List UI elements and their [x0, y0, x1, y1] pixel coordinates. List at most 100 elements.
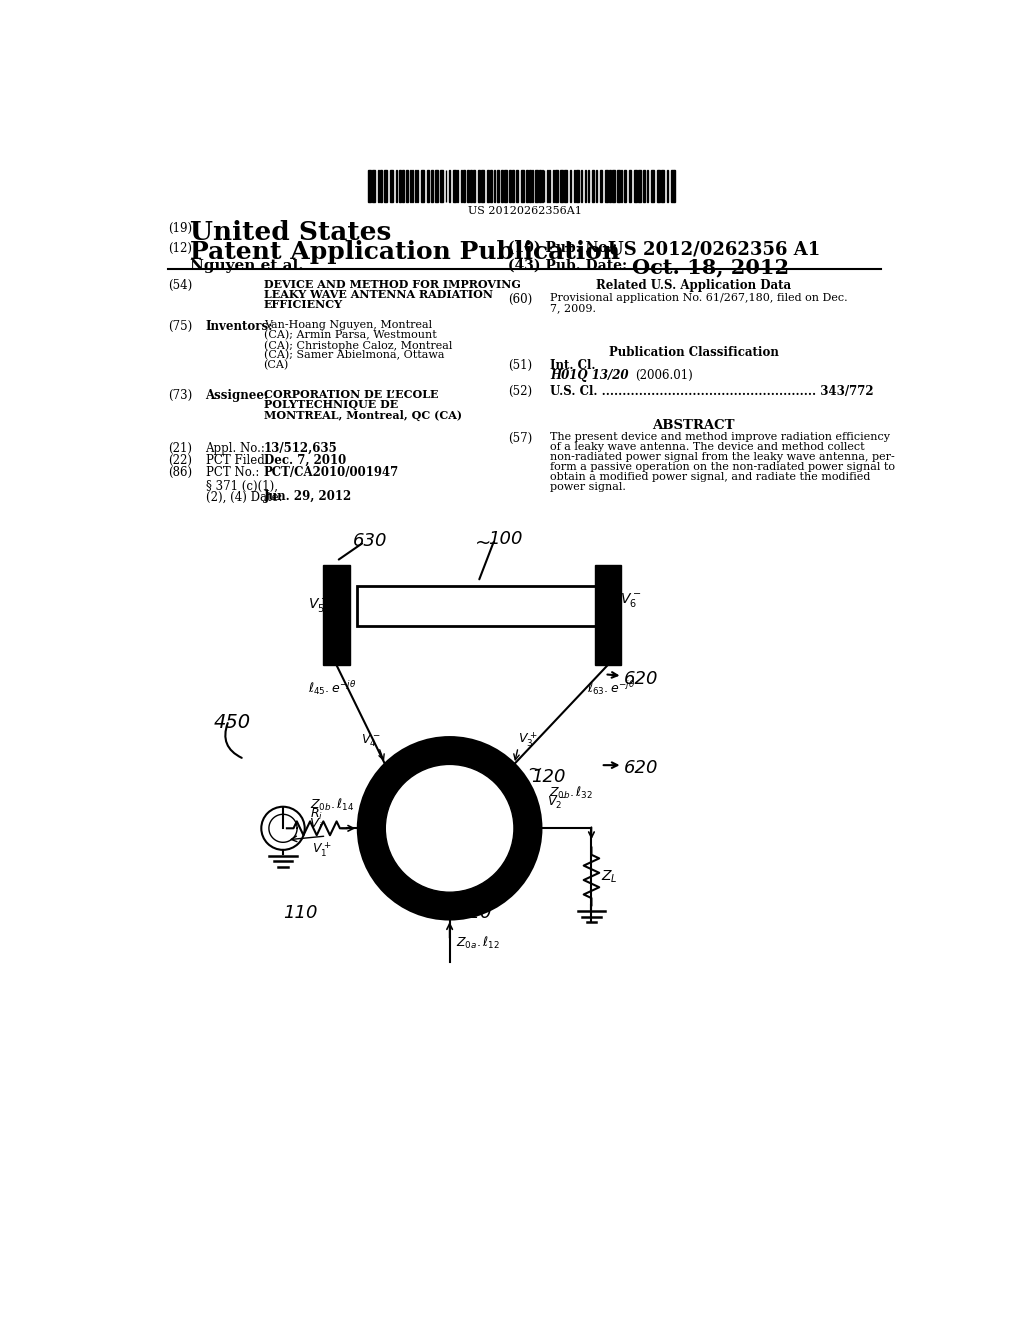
Text: $V_1^+$: $V_1^+$ — [312, 840, 332, 858]
Bar — [630, 170, 631, 202]
Bar — [372, 170, 375, 202]
Bar — [521, 170, 523, 202]
Text: $Z_L$: $Z_L$ — [601, 869, 617, 884]
Bar — [489, 170, 492, 202]
Bar — [504, 170, 507, 202]
Text: $V_4^-$: $V_4^-$ — [361, 733, 381, 748]
Text: (12): (12) — [168, 242, 193, 255]
Text: Appl. No.:: Appl. No.: — [206, 442, 265, 455]
Text: $Z_{0a}. \ell_{12}$: $Z_{0a}. \ell_{12}$ — [456, 935, 500, 950]
Text: PCT/CA2010/001947: PCT/CA2010/001947 — [263, 466, 399, 479]
Text: 110: 110 — [283, 904, 317, 921]
Text: Related U.S. Application Data: Related U.S. Application Data — [596, 280, 792, 292]
Bar — [421, 170, 424, 202]
Text: US 20120262356A1: US 20120262356A1 — [468, 206, 582, 216]
Text: ABSTRACT: ABSTRACT — [652, 418, 735, 432]
Bar — [638, 170, 641, 202]
Text: (43) Pub. Date:: (43) Pub. Date: — [508, 259, 627, 272]
Text: Inventors:: Inventors: — [206, 321, 273, 333]
Text: ~: ~ — [474, 533, 490, 552]
Text: EFFICIENCY: EFFICIENCY — [263, 300, 343, 310]
Bar — [461, 170, 463, 202]
Text: obtain a modified power signal, and radiate the modified: obtain a modified power signal, and radi… — [550, 471, 870, 482]
Bar — [592, 170, 594, 202]
Bar — [577, 170, 580, 202]
Bar — [512, 170, 514, 202]
Text: (57): (57) — [508, 432, 532, 445]
Bar — [481, 170, 484, 202]
Bar — [643, 170, 645, 202]
Text: PCT No.:: PCT No.: — [206, 466, 259, 479]
Bar — [440, 170, 442, 202]
Text: Nguyen et al.: Nguyen et al. — [190, 259, 304, 272]
Text: (10) Pub. No.:: (10) Pub. No.: — [508, 240, 617, 255]
Bar — [369, 170, 371, 202]
Text: 4: $\Sigma$: 4: $\Sigma$ — [404, 808, 430, 821]
Text: LEAKY WAVE ANTENNA RADIATION: LEAKY WAVE ANTENNA RADIATION — [263, 289, 493, 301]
Text: $Z_{0b}. \ell_{14}$: $Z_{0b}. \ell_{14}$ — [310, 797, 354, 813]
Text: 5: 5 — [338, 599, 346, 612]
Text: Dec. 7, 2010: Dec. 7, 2010 — [263, 454, 346, 467]
Text: H01Q 13/20: H01Q 13/20 — [550, 370, 629, 383]
Bar — [402, 170, 404, 202]
Text: 1: i: 1: i — [407, 836, 427, 849]
Text: 6: 6 — [609, 599, 617, 612]
Text: MONTREAL, Montreal, QC (CA): MONTREAL, Montreal, QC (CA) — [263, 409, 462, 421]
Text: LWA:$\gamma = \alpha - j\beta$, $\eta_0$. $e^{-j\phi}$: LWA:$\gamma = \alpha - j\beta$, $\eta_0$… — [362, 595, 526, 616]
Bar — [617, 170, 620, 202]
Bar — [662, 170, 665, 202]
Text: Jun. 29, 2012: Jun. 29, 2012 — [263, 490, 352, 503]
Text: form a passive operation on the non-radiated power signal to: form a passive operation on the non-radi… — [550, 462, 895, 471]
Text: CORPORATION DE L’ECOLE: CORPORATION DE L’ECOLE — [263, 389, 438, 400]
Text: Publication Classification: Publication Classification — [609, 346, 778, 359]
Bar — [612, 170, 615, 202]
Text: 2: $\Delta$: 2: $\Delta$ — [466, 836, 493, 849]
Bar — [539, 170, 541, 202]
Bar — [384, 170, 387, 202]
Bar — [516, 170, 518, 202]
Text: $V_6^-$: $V_6^-$ — [621, 590, 642, 609]
Text: (2006.01): (2006.01) — [636, 370, 693, 383]
Text: PCT Filed:: PCT Filed: — [206, 454, 268, 467]
Text: (CA); Armin Parsa, Westmount: (CA); Armin Parsa, Westmount — [263, 330, 436, 341]
Text: (54): (54) — [168, 280, 193, 292]
Bar — [390, 170, 393, 202]
Text: (73): (73) — [168, 389, 193, 403]
Bar — [453, 170, 456, 202]
Text: (21): (21) — [168, 442, 193, 455]
Text: 630: 630 — [352, 532, 387, 550]
Text: 7, 2009.: 7, 2009. — [550, 304, 596, 313]
Bar — [605, 170, 607, 202]
Text: of a leaky wave antenna. The device and method collect: of a leaky wave antenna. The device and … — [550, 442, 865, 451]
Text: The present device and method improve radiation efficiency: The present device and method improve ra… — [550, 432, 891, 442]
Circle shape — [358, 738, 541, 919]
Text: $V_3^+$: $V_3^+$ — [518, 730, 538, 748]
Bar — [380, 170, 382, 202]
Text: $Z_{0a}. \ell_{43}$: $Z_{0a}. \ell_{43}$ — [428, 739, 472, 755]
Bar — [501, 170, 503, 202]
Text: 3: f: 3: f — [469, 808, 489, 821]
Bar — [406, 170, 408, 202]
Text: (2), (4) Date:: (2), (4) Date: — [206, 490, 283, 503]
Bar — [509, 170, 511, 202]
Text: ~: ~ — [527, 760, 543, 779]
Text: U.S. Cl. .................................................... 343/772: U.S. Cl. ...............................… — [550, 385, 874, 397]
Bar — [671, 170, 674, 202]
Text: 100: 100 — [488, 529, 523, 548]
Bar — [525, 170, 528, 202]
Text: Oct. 18, 2012: Oct. 18, 2012 — [632, 257, 788, 277]
Bar — [470, 170, 472, 202]
Text: 120: 120 — [531, 768, 566, 785]
Text: (52): (52) — [508, 385, 531, 397]
Bar — [595, 565, 621, 665]
Text: Patent Application Publication: Patent Application Publication — [190, 240, 621, 264]
Text: United States: United States — [190, 220, 391, 246]
Bar — [412, 170, 414, 202]
Text: $\ell_{63}. e^{-j\theta}$: $\ell_{63}. e^{-j\theta}$ — [587, 678, 635, 697]
Text: (CA); Samer Abielmona, Ottawa: (CA); Samer Abielmona, Ottawa — [263, 350, 444, 360]
Text: 450: 450 — [213, 713, 251, 731]
Bar — [356, 586, 601, 626]
Bar — [473, 170, 475, 202]
Bar — [624, 170, 627, 202]
Text: (CA): (CA) — [263, 360, 289, 371]
